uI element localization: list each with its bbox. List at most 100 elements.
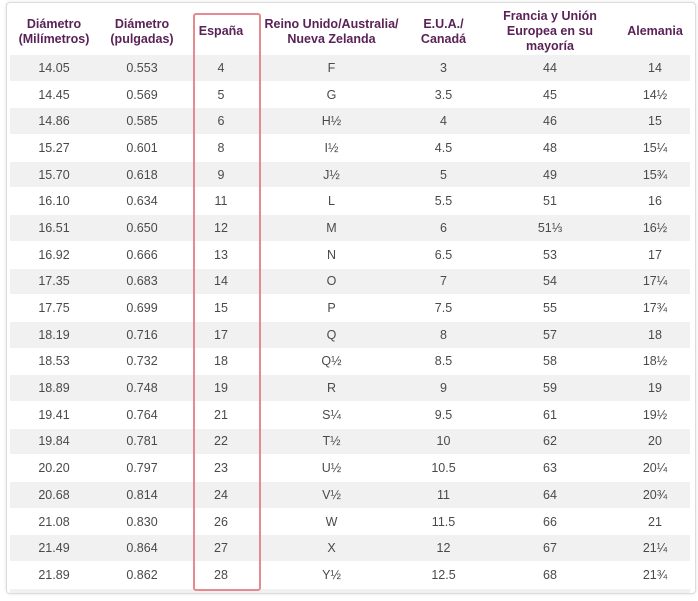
cell-usa-canada: 4 (407, 107, 480, 135)
cell-france-eu: 67 (480, 534, 620, 562)
cell-diameter-mm: 18.19 (10, 320, 98, 349)
cell-diameter-in: 0.634 (98, 187, 186, 215)
cell-usa-canada: 13 (407, 587, 480, 593)
cell-diameter-mm: 15.27 (10, 134, 98, 162)
cell-france-eu: 68 (480, 561, 620, 589)
cell-spain: 9 (186, 160, 256, 188)
cell-germany: 18 (620, 320, 690, 349)
cell-uk-au-nz: P (256, 294, 407, 322)
table-header-row: Diámetro (Milímetros) Diámetro (pulgadas) … (10, 9, 690, 55)
cell-usa-canada: 9.5 (407, 400, 480, 429)
cell-diameter-in: 0.683 (98, 267, 186, 295)
cell-spain: 6 (186, 107, 256, 135)
table-row: 19.41 0.764 21 S¼ 9.5 61 19½ (10, 400, 690, 429)
cell-usa-canada: 3 (407, 54, 480, 82)
cell-diameter-in: 0.650 (98, 214, 186, 242)
cell-diameter-mm: 21.89 (10, 561, 98, 589)
table-row: 20.20 0.797 23 U½ 10.5 63 20¼ (10, 454, 690, 482)
cell-diameter-mm: 17.75 (10, 294, 98, 322)
cell-diameter-in: 0.781 (98, 427, 186, 455)
cell-usa-canada: 12.5 (407, 561, 480, 589)
header-spain-label: España (198, 24, 244, 38)
table-row: 14.05 0.553 4 F 3 44 14 (10, 54, 690, 82)
cell-diameter-mm: 21.08 (10, 507, 98, 535)
cell-spain: 13 (186, 240, 256, 268)
cell-spain: 24 (186, 481, 256, 509)
cell-germany: 15 (620, 107, 690, 135)
cell-germany: 21¼ (620, 534, 690, 562)
header-usa-canada-line1: E.U.A./ (423, 16, 464, 31)
cell-diameter-in: 0.553 (98, 54, 186, 82)
cell-germany: 18½ (620, 347, 690, 375)
cell-spain: 27 (186, 534, 256, 562)
header-germany-label: Alemania (627, 24, 683, 38)
cell-uk-au-nz: U½ (256, 454, 407, 482)
table-row: 14.86 0.585 6 H½ 4 46 15 (10, 107, 690, 135)
table-row: 16.92 0.666 13 N 6.5 53 17 (10, 240, 690, 268)
cell-spain: 30 (186, 587, 256, 593)
header-uk-au-nz-line2: Nueva Zelanda (287, 31, 376, 46)
cell-usa-canada: 5.5 (407, 187, 480, 215)
cell-usa-canada: 7.5 (407, 294, 480, 322)
cell-france-eu: 66 (480, 507, 620, 535)
table-row: 16.51 0.650 12 M 6 51⅓ 16½ (10, 214, 690, 242)
header-france-eu: Francia y Unión Europea en su mayoría (480, 9, 620, 55)
table-body: 14.05 0.553 4 F 3 44 14 14.45 0.569 5 G 3.5 45 14½ 14.… (10, 54, 690, 593)
cell-spain: 8 (186, 134, 256, 162)
header-usa-canada: E.U.A./Canadá (407, 9, 480, 55)
cell-diameter-mm: 20.68 (10, 481, 98, 509)
cell-france-eu: 53 (480, 240, 620, 268)
table-row: 15.27 0.601 8 I½ 4.5 48 15¼ (10, 134, 690, 162)
cell-diameter-mm: 19.84 (10, 427, 98, 455)
cell-diameter-in: 0.666 (98, 240, 186, 268)
table-row: 17.75 0.699 15 P 7.5 55 17¾ (10, 294, 690, 322)
ring-size-conversion-table: Diámetro (Milímetros) Diámetro (pulgadas) … (10, 9, 690, 593)
cell-spain: 4 (186, 54, 256, 82)
cell-uk-au-nz: M (256, 214, 407, 242)
cell-germany: 22 (620, 587, 690, 593)
cell-uk-au-nz: F (256, 54, 407, 82)
cell-germany: 21 (620, 507, 690, 535)
cell-germany: 17 (620, 240, 690, 268)
cell-uk-au-nz: Y½ (256, 561, 407, 589)
cell-diameter-in: 0.764 (98, 400, 186, 429)
header-diameter-mm-line2: (Milímetros) (18, 31, 90, 46)
cell-germany: 17¼ (620, 267, 690, 295)
cell-diameter-mm: 18.53 (10, 347, 98, 375)
cell-spain: 11 (186, 187, 256, 215)
cell-germany: 20 (620, 427, 690, 455)
cell-france-eu: 51⅓ (480, 214, 620, 242)
table-row: 22.330.89730Z137022 (10, 587, 690, 593)
cell-diameter-mm: 14.45 (10, 80, 98, 108)
cell-diameter-in: 0.830 (98, 507, 186, 535)
table-row: 15.70 0.618 9 J½ 5 49 15¾ (10, 160, 690, 188)
table-row: 17.35 0.683 14 O 7 54 17¼ (10, 267, 690, 295)
cell-uk-au-nz: Z (256, 587, 407, 593)
cell-diameter-mm: 16.92 (10, 240, 98, 268)
cell-diameter-in: 0.569 (98, 80, 186, 108)
cell-diameter-in: 0.601 (98, 134, 186, 162)
table-row: 19.84 0.781 22 T½ 10 62 20 (10, 427, 690, 455)
table-row: 21.49 0.864 27 X 12 67 21¼ (10, 534, 690, 562)
cell-diameter-mm: 17.35 (10, 267, 98, 295)
cell-france-eu: 48 (480, 134, 620, 162)
cell-diameter-in: 0.748 (98, 374, 186, 402)
cell-germany: 16 (620, 187, 690, 215)
cell-diameter-in: 0.716 (98, 320, 186, 349)
cell-spain: 19 (186, 374, 256, 402)
table-row: 18.19 0.716 17 Q 8 57 18 (10, 320, 690, 349)
cell-spain: 18 (186, 347, 256, 375)
cell-france-eu: 44 (480, 54, 620, 82)
table-row: 21.89 0.862 28 Y½ 12.5 68 21¾ (10, 561, 690, 589)
cell-spain: 22 (186, 427, 256, 455)
cell-uk-au-nz: G (256, 80, 407, 108)
cell-germany: 17¾ (620, 294, 690, 322)
cell-diameter-mm: 19.41 (10, 400, 98, 429)
cell-germany: 19½ (620, 400, 690, 429)
cell-usa-canada: 11 (407, 481, 480, 509)
table-row: 14.45 0.569 5 G 3.5 45 14½ (10, 80, 690, 108)
cell-uk-au-nz: Q (256, 320, 407, 349)
header-diameter-mm-line1: Diámetro (26, 16, 82, 31)
header-germany: Alemania (620, 9, 690, 55)
cell-diameter-in: 0.814 (98, 481, 186, 509)
